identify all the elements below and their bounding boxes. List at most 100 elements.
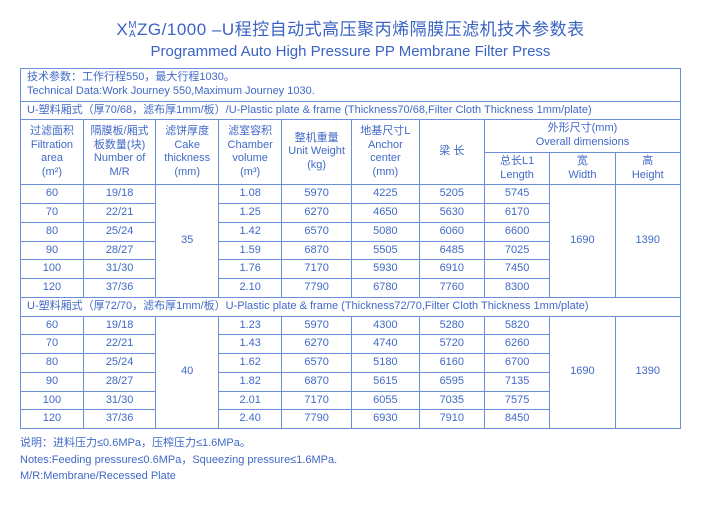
note-1: 说明：进料压力≤0.6MPa，压榨压力≤1.6MPa。 [20,435,681,452]
table-cell: 5080 [352,222,420,241]
table-cell: 7450 [484,260,549,279]
table-cell: 5180 [352,354,420,373]
table-cell: 19/18 [83,185,155,204]
table-cell: 37/36 [83,279,155,298]
table-cell: 5205 [419,185,484,204]
table-cell: 8300 [484,279,549,298]
hdr-anchor: 地基尺寸L Anchor center (mm) [352,120,420,185]
table-cell: 6270 [282,204,352,223]
table-cell: 25/24 [83,222,155,241]
hdr-beam: 梁 长 [419,120,484,185]
table-cell: 5615 [352,372,420,391]
table-cell: 6060 [419,222,484,241]
table-cell: 70 [21,204,84,223]
table-cell: 5970 [282,185,352,204]
table-cell: 6700 [484,354,549,373]
table-cell: 90 [21,241,84,260]
note-2: Notes:Feeding pressure≤0.6MPa，Squeezing … [20,452,681,469]
table-cell: 4740 [352,335,420,354]
table-cell: 28/27 [83,372,155,391]
table-cell: 120 [21,279,84,298]
table-cell: 8450 [484,410,549,429]
table-cell: 2.01 [219,391,282,410]
table-cell: 4225 [352,185,420,204]
hdr-overall: 外形尺寸(mm) Overall dimensions [484,120,680,153]
table-cell: 1.43 [219,335,282,354]
table-cell: 80 [21,354,84,373]
table-cell: 6270 [282,335,352,354]
table-cell: 5630 [419,204,484,223]
table-cell: 31/30 [83,391,155,410]
table-cell: 100 [21,260,84,279]
table-cell: 22/21 [83,204,155,223]
table-cell: 1.23 [219,316,282,335]
table-cell: 1.82 [219,372,282,391]
table-cell: 19/18 [83,316,155,335]
table-cell: 1390 [615,316,680,429]
table-cell: 6600 [484,222,549,241]
table-cell: 28/27 [83,241,155,260]
table-cell: 5720 [419,335,484,354]
table-cell: 1690 [550,316,615,429]
table-cell: 7790 [282,279,352,298]
hdr-cake: 滤饼厚度 Cake thickness (mm) [156,120,219,185]
notes: 说明：进料压力≤0.6MPa，压榨压力≤1.6MPa。 Notes:Feedin… [20,435,681,485]
table-cell: 6260 [484,335,549,354]
hdr-height: 高 Height [615,152,680,185]
table-cell: 2.10 [219,279,282,298]
title-en: Programmed Auto High Pressure PP Membran… [20,43,681,60]
table-cell: 90 [21,372,84,391]
table-cell: 5970 [282,316,352,335]
table-cell: 7790 [282,410,352,429]
table-cell: 2.40 [219,410,282,429]
table-cell: 6055 [352,391,420,410]
title-cn: XMAZG/1000 –U程控自动式高压聚丙烯隔膜压滤机技术参数表 [20,15,681,40]
table-cell: 6570 [282,354,352,373]
table-cell: 6910 [419,260,484,279]
hdr-weight: 整机重量 Unit Weight (kg) [282,120,352,185]
table-cell: 6160 [419,354,484,373]
table-cell: 31/30 [83,260,155,279]
table-cell: 4650 [352,204,420,223]
table-cell: 6485 [419,241,484,260]
table-cell: 60 [21,185,84,204]
table-cell: 80 [21,222,84,241]
tech-data: 技术参数：工作行程550，最大行程1030。 Technical Data:Wo… [21,69,681,102]
hdr-chamber: 滤室容积 Chamber volume (m³) [219,120,282,185]
table-cell: 60 [21,316,84,335]
table-cell: 1690 [550,185,615,298]
table-cell: 5280 [419,316,484,335]
title-supsub: MA [128,21,137,39]
table-cell: 37/36 [83,410,155,429]
table-row: 6019/18401.23597043005280582016901390 [21,316,681,335]
title-prefix: X [116,20,128,39]
table-cell: 7135 [484,372,549,391]
table-cell: 22/21 [83,335,155,354]
title-rest: ZG/1000 –U程控自动式高压聚丙烯隔膜压滤机技术参数表 [137,20,585,39]
table-cell: 1.76 [219,260,282,279]
table-cell: 70 [21,335,84,354]
title-block: XMAZG/1000 –U程控自动式高压聚丙烯隔膜压滤机技术参数表 Progra… [20,15,681,60]
table-cell: 5505 [352,241,420,260]
table-cell: 5820 [484,316,549,335]
table-cell: 6780 [352,279,420,298]
table-cell: 7025 [484,241,549,260]
table-cell: 5745 [484,185,549,204]
table-cell: 7910 [419,410,484,429]
table-cell: 7170 [282,260,352,279]
hdr-filtration: 过滤面积 Filtration area (m²) [21,120,84,185]
table-cell: 5930 [352,260,420,279]
table-cell: 40 [156,316,219,429]
table-cell: 7575 [484,391,549,410]
table-cell: 1.42 [219,222,282,241]
table-cell: 6170 [484,204,549,223]
table-cell: 120 [21,410,84,429]
table-cell: 6595 [419,372,484,391]
table-cell: 35 [156,185,219,298]
table-cell: 6570 [282,222,352,241]
hdr-mr: 隔膜板/厢式板数量(块) Number of M/R [83,120,155,185]
table-cell: 6870 [282,372,352,391]
table-cell: 1.25 [219,204,282,223]
section-2: U-塑料厢式（厚72/70，滤布厚1mm/板）U-Plastic plate &… [21,297,681,316]
table-cell: 1.62 [219,354,282,373]
